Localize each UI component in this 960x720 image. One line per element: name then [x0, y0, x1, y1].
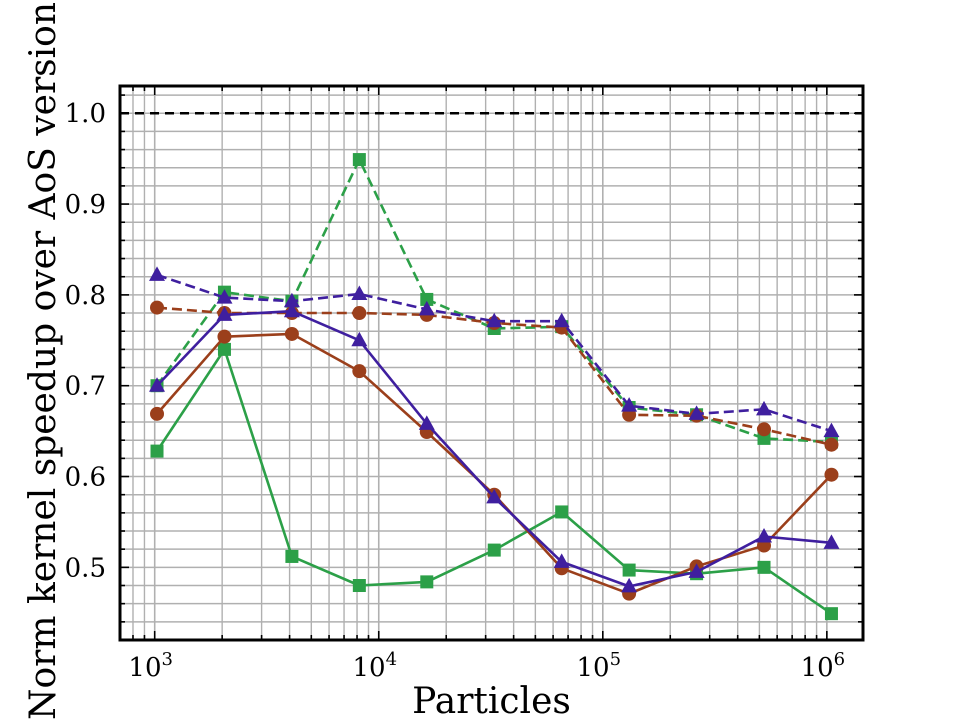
data-point-triangle	[823, 422, 840, 438]
series-6	[149, 302, 840, 593]
y-tick-label: 0.9	[65, 190, 106, 220]
series-line	[155, 348, 833, 615]
plot-frame	[118, 84, 865, 642]
y-tick-label: 0.8	[65, 281, 106, 311]
data-point-square	[824, 607, 838, 621]
x-tick-label: 105	[577, 649, 622, 683]
data-point-square	[352, 579, 366, 593]
x-tick-label: 103	[128, 649, 173, 683]
data-point-circle	[757, 422, 772, 437]
data-point-triangle	[756, 400, 773, 416]
data-point-square	[757, 560, 771, 574]
series-line	[156, 273, 832, 433]
data-point-triangle	[823, 534, 840, 549]
data-point-square	[622, 563, 636, 577]
data-point-triangle	[351, 285, 368, 300]
ticks: 0.5 0.6 0.7 0.8 0.9 1.0 103 104 105 106	[65, 86, 863, 683]
data-point-circle	[217, 329, 232, 344]
data-point-triangle	[216, 306, 233, 321]
data-point-triangle	[283, 302, 300, 318]
x-axis-label: Particles	[412, 681, 571, 720]
y-tick-label: 0.7	[65, 372, 106, 402]
data-point-triangle	[756, 527, 773, 543]
data-point-triangle	[149, 377, 166, 392]
x-tick-label: 106	[801, 649, 846, 683]
series-3	[149, 266, 840, 438]
series-group	[149, 153, 840, 621]
data-point-triangle	[216, 289, 233, 304]
data-point-square	[285, 549, 299, 563]
data-point-square	[352, 153, 366, 167]
data-point-triangle	[621, 397, 638, 412]
data-point-triangle	[553, 312, 570, 328]
data-point-triangle	[351, 331, 368, 347]
series-4	[150, 342, 838, 621]
data-point-circle	[824, 437, 839, 452]
y-tick-label: 1.0	[65, 99, 106, 129]
data-point-square	[487, 543, 501, 557]
grid	[119, 86, 863, 640]
data-point-triangle	[553, 553, 570, 568]
data-point-circle	[150, 406, 165, 421]
data-point-circle	[824, 467, 839, 482]
data-point-square	[555, 505, 569, 519]
data-point-circle	[150, 300, 165, 315]
data-point-triangle	[486, 312, 503, 328]
data-point-triangle	[149, 266, 166, 281]
data-point-triangle	[621, 577, 638, 593]
data-point-circle	[352, 364, 367, 379]
data-point-triangle	[688, 563, 705, 578]
data-point-square	[217, 342, 231, 356]
data-point-square	[420, 575, 434, 589]
data-point-triangle	[418, 300, 435, 316]
data-point-triangle	[486, 488, 503, 504]
y-tick-label: 0.5	[65, 553, 106, 583]
y-axis-label: Norm kernel speedup over AoS version	[23, 2, 64, 720]
data-point-triangle	[688, 405, 705, 420]
x-tick-label: 104	[352, 649, 397, 683]
data-point-square	[420, 292, 434, 306]
data-point-circle	[352, 306, 367, 321]
y-tick-label: 0.6	[65, 463, 106, 493]
data-point-triangle	[283, 292, 300, 308]
series-line	[155, 158, 832, 444]
data-point-circle	[284, 326, 299, 341]
data-point-triangle	[418, 415, 435, 430]
data-point-square	[150, 444, 164, 458]
